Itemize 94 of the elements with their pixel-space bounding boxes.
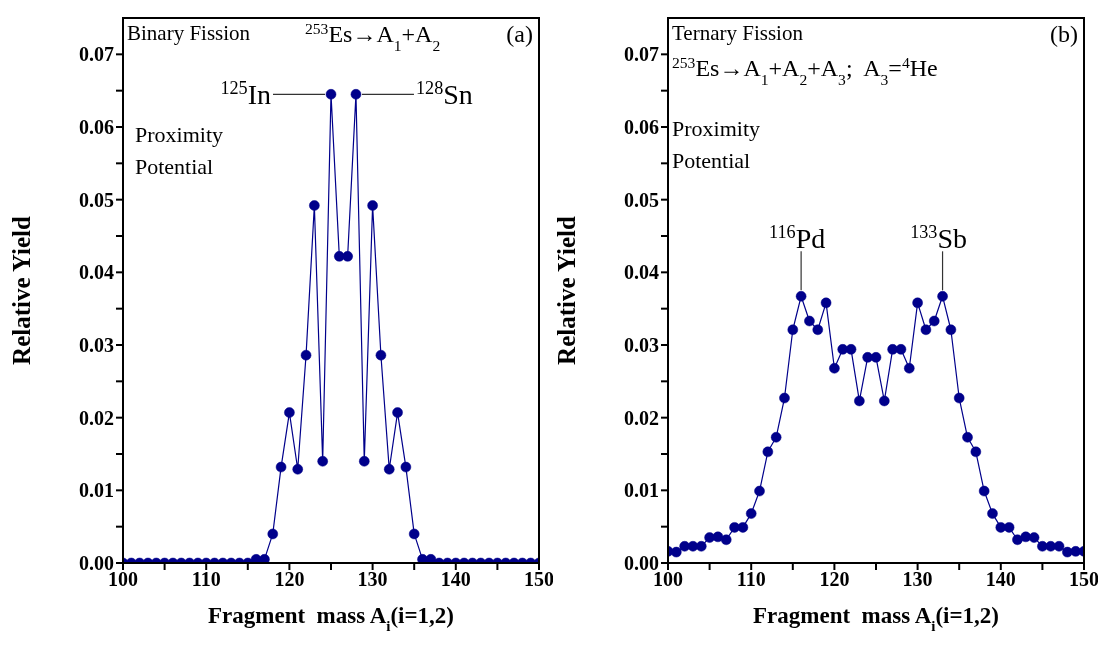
point	[359, 456, 370, 467]
point	[812, 324, 824, 335]
x-tick-label: 150	[524, 568, 554, 591]
x-tick-label: 110	[736, 568, 766, 591]
point	[325, 89, 337, 100]
point	[754, 485, 765, 497]
point	[1012, 534, 1023, 545]
y-tick-label: 0.01	[624, 479, 659, 502]
y-axis-title: Relative Yield	[8, 216, 35, 365]
y-tick-label: 0.02	[79, 406, 114, 429]
point	[745, 508, 757, 519]
annotation: $^{116}$Pd	[769, 222, 826, 255]
annotation: Proximity Potential	[135, 122, 224, 179]
point	[284, 407, 295, 418]
y-tick-label: 0.06	[79, 116, 114, 139]
point	[854, 395, 865, 407]
y-axis-title: Relative Yield	[553, 216, 580, 365]
point	[342, 251, 353, 262]
point	[937, 291, 948, 302]
point	[1053, 541, 1065, 552]
point	[829, 363, 840, 374]
point	[350, 89, 362, 100]
y-tick-label: 0.01	[79, 479, 114, 502]
point	[895, 344, 907, 355]
y-tick-label: 0.04	[79, 261, 114, 284]
point	[720, 534, 732, 545]
point	[870, 352, 882, 363]
annotation: (a)	[506, 21, 533, 47]
y-tick-label: 0.03	[624, 334, 659, 357]
point	[820, 297, 832, 309]
annotation: $^{128}$Sn	[415, 78, 473, 111]
y-tick-label: 0.07	[79, 43, 114, 66]
x-axis-title: Fragment mass A$_{i}$(i=1,2)	[753, 603, 999, 634]
point	[987, 508, 998, 519]
y-tick-label: 0.06	[624, 116, 659, 139]
point	[770, 432, 782, 443]
annotation: $^{133}$Sb	[910, 222, 967, 255]
annotation: Proximity Potential	[672, 116, 761, 173]
annotation: $^{253}$Es→A$_{1}$+A$_{2}$	[305, 19, 441, 54]
point	[928, 315, 940, 327]
point	[275, 461, 287, 473]
point	[795, 291, 807, 302]
point	[953, 392, 965, 404]
point	[392, 407, 403, 418]
point	[309, 200, 320, 211]
y-tick-label: 0.05	[624, 188, 659, 211]
annotation: Ternary Fission	[672, 21, 804, 45]
x-tick-label: 150	[1069, 568, 1099, 591]
point	[920, 324, 932, 335]
point	[845, 344, 857, 355]
point	[787, 324, 799, 335]
text: $^{253}$Es→A$_{1}$+A$_{2}$+A$_{3}$; A$_{3}$=$^{4}$He	[672, 53, 938, 88]
point	[912, 297, 923, 309]
y-tick-label: 0.03	[79, 334, 114, 357]
x-tick-label: 120	[819, 568, 850, 591]
y-tick-label: 0.04	[624, 261, 659, 284]
point	[696, 541, 707, 552]
point	[762, 446, 774, 458]
point	[1028, 532, 1040, 543]
point	[962, 432, 973, 443]
annotation: $^{125}$In	[220, 78, 271, 111]
x-tick-label: 140	[440, 568, 471, 591]
x-tick-label: 140	[985, 568, 1016, 591]
y-tick-label: 0.05	[79, 188, 114, 211]
point	[804, 315, 815, 327]
point	[879, 395, 890, 407]
point	[904, 363, 915, 374]
y-tick-label: 0.07	[624, 43, 659, 66]
point	[383, 464, 395, 475]
point	[737, 522, 749, 533]
x-tick-label: 120	[274, 568, 305, 591]
point	[400, 461, 412, 473]
point	[970, 446, 982, 458]
point	[334, 251, 345, 262]
point	[779, 392, 790, 404]
point	[259, 554, 270, 563]
point	[1003, 522, 1015, 533]
x-tick-label: 110	[191, 568, 221, 591]
annotation: (b)	[1050, 21, 1078, 47]
y-tick-label: 0.02	[624, 406, 659, 429]
point	[375, 349, 387, 361]
x-tick-label: 130	[902, 568, 933, 591]
point	[671, 546, 682, 558]
x-axis-title: Fragment mass A$_{i}$(i=1,2)	[208, 603, 454, 634]
point	[712, 531, 724, 543]
point	[978, 485, 990, 497]
point	[367, 200, 378, 211]
annotation: Binary Fission	[127, 21, 251, 45]
point	[425, 554, 437, 563]
point	[292, 464, 303, 475]
x-tick-label: 130	[357, 568, 388, 591]
point	[300, 349, 312, 361]
point	[945, 324, 957, 335]
point	[317, 456, 328, 467]
